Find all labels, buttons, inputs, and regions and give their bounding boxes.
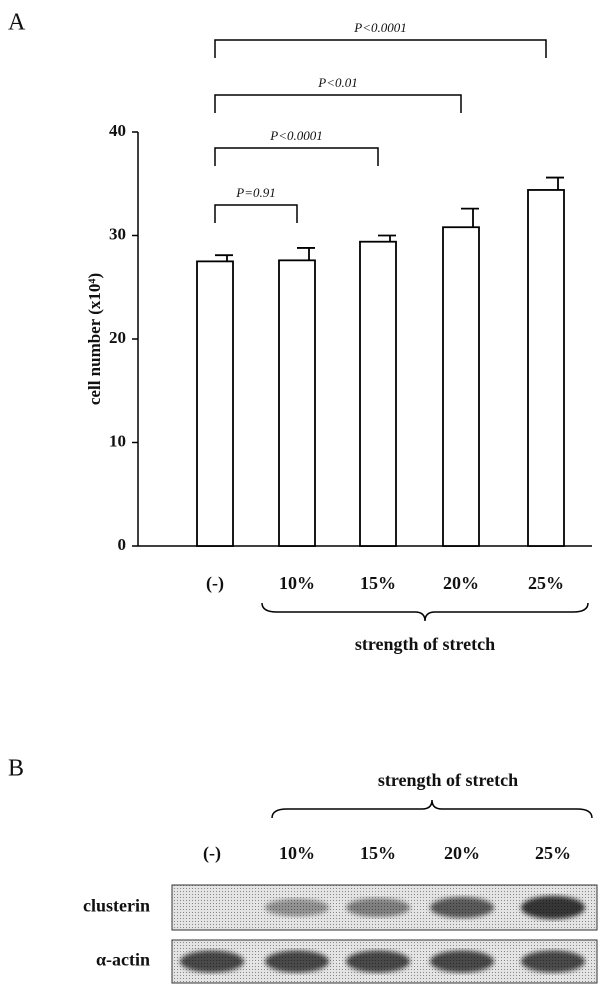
bar — [360, 242, 396, 546]
bar — [279, 260, 315, 546]
row-label: α-actin — [96, 950, 150, 970]
bar — [528, 190, 564, 546]
lane-label: 25% — [535, 843, 571, 863]
lane-label: 10% — [279, 843, 315, 863]
y-tick-label: 30 — [109, 224, 126, 243]
x-tick-label: 10% — [279, 573, 315, 593]
row-label: clusterin — [83, 896, 150, 916]
y-tick-label: 40 — [109, 121, 126, 140]
blot-band — [521, 896, 585, 919]
x-tick-label: 25% — [528, 573, 564, 593]
y-axis-label: cell number (x10⁴) — [85, 273, 104, 405]
x-axis-label: strength of stretch — [355, 634, 495, 654]
blot-band — [180, 950, 244, 972]
p-value: P<0.0001 — [269, 128, 322, 143]
bar — [197, 261, 233, 546]
panel-label: B — [8, 756, 24, 782]
blot-band — [346, 950, 410, 972]
blot-title: strength of stretch — [378, 770, 518, 790]
lane-label: 15% — [360, 843, 396, 863]
p-value: P=0.91 — [235, 185, 275, 200]
y-tick-label: 0 — [118, 535, 127, 554]
significance-bracket — [215, 95, 461, 113]
figure: A B 0 10 20 30 40 cell number (x10⁴) (-) 10% 15%… — [0, 0, 604, 985]
group-brace — [262, 603, 588, 621]
blot-band — [430, 897, 494, 918]
bar — [443, 227, 479, 546]
significance-bracket — [215, 148, 378, 166]
panel-label: A — [8, 10, 26, 36]
blot-band — [346, 898, 410, 917]
blot-band — [265, 950, 329, 972]
x-tick-label: (-) — [206, 573, 224, 594]
y-tick-label: 20 — [109, 328, 126, 347]
p-value: P<0.0001 — [353, 20, 406, 35]
p-value: P<0.01 — [317, 75, 357, 90]
x-tick-label: 15% — [360, 573, 396, 593]
lane-brace — [272, 800, 592, 818]
lane-label: 20% — [444, 843, 480, 863]
blot-band — [265, 899, 329, 916]
y-tick-label: 10 — [109, 431, 126, 450]
significance-bracket — [215, 40, 546, 58]
lane-label: (-) — [203, 843, 221, 864]
blot-band — [521, 950, 585, 972]
blot-band — [430, 950, 494, 972]
x-tick-label: 20% — [443, 573, 479, 593]
significance-bracket — [215, 205, 297, 223]
